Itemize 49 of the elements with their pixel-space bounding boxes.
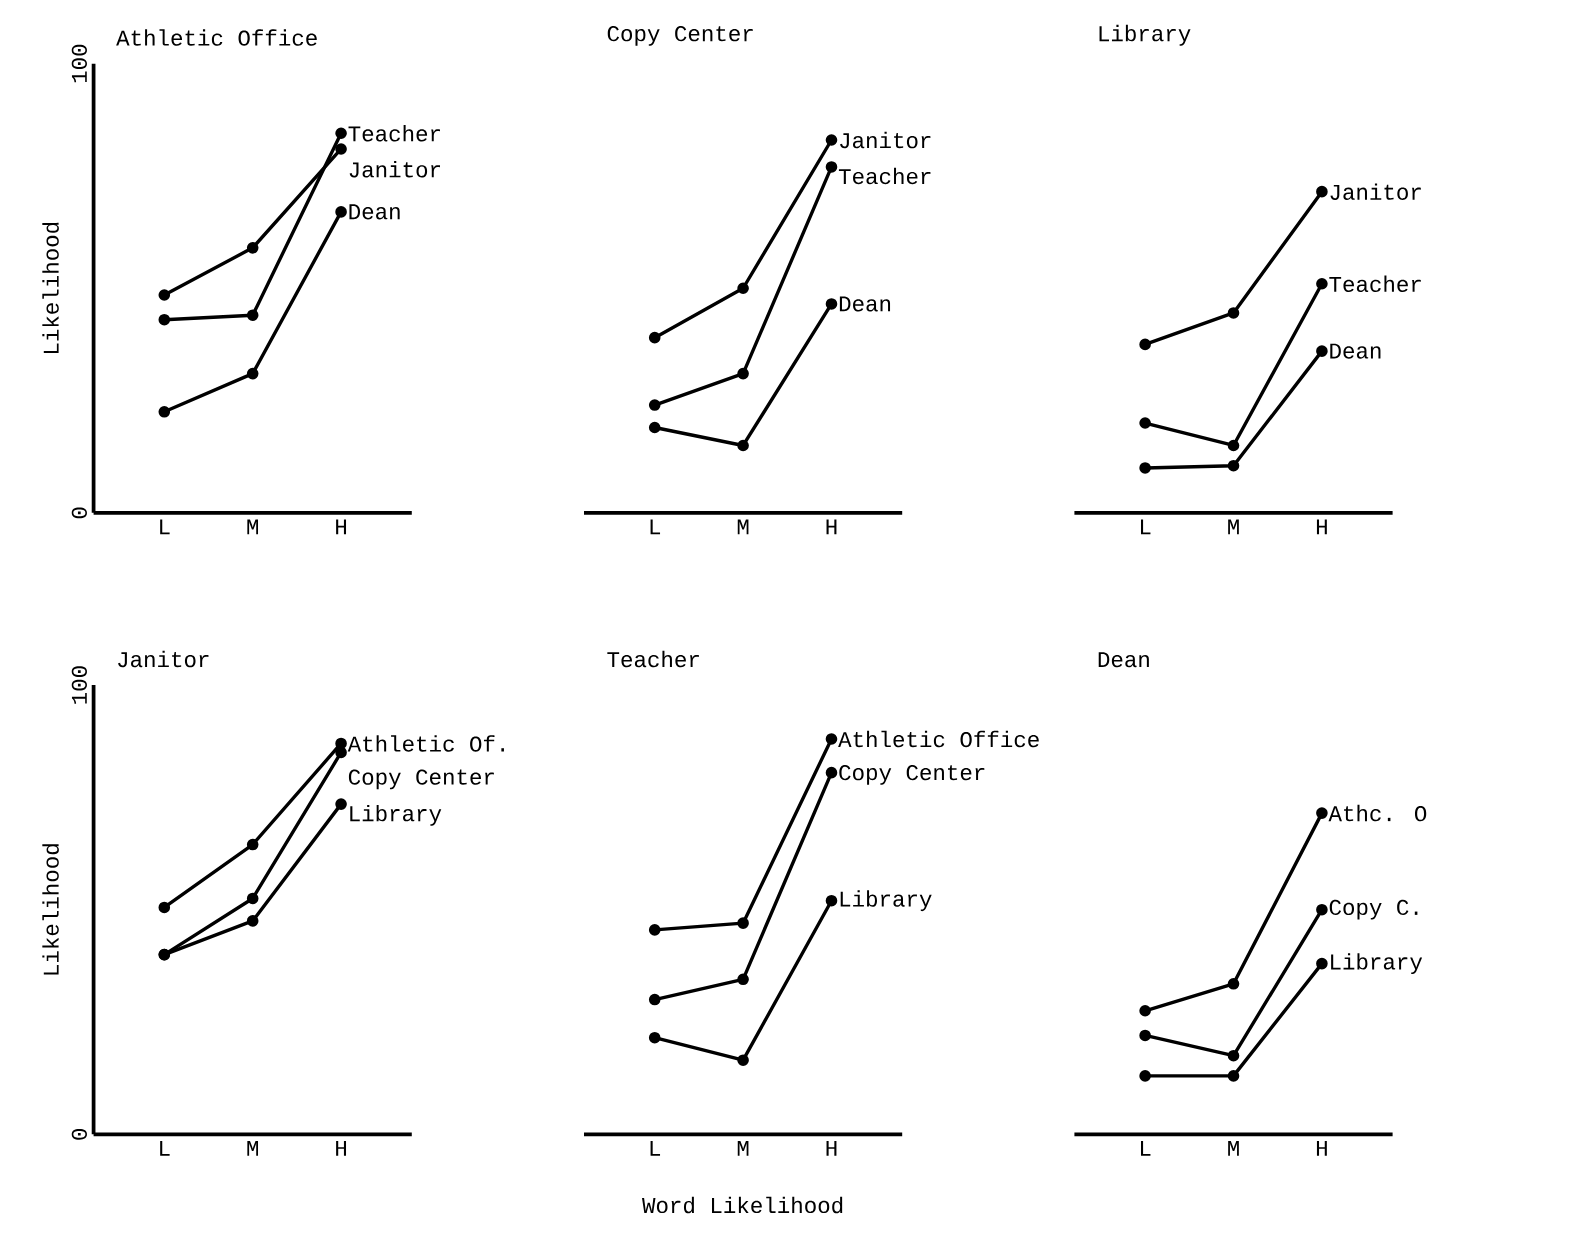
series-label: Copy Center: [348, 769, 494, 790]
x-tick-label: M: [737, 519, 749, 535]
series-label: Janitor: [349, 161, 440, 178]
series-label: Library: [1331, 953, 1423, 975]
x-tick-label: M: [247, 1140, 259, 1156]
series-label: Dean: [1330, 343, 1381, 359]
series-label: Teacher: [838, 167, 931, 185]
y-axis-title: Likelihood: [42, 844, 59, 975]
series-label: Athletic Of.: [347, 735, 504, 752]
x-tick-label: L: [650, 1140, 661, 1156]
x-tick-label: L: [1140, 519, 1151, 535]
x-tick-label: L: [160, 1140, 170, 1156]
series-label: Dean: [349, 204, 400, 220]
x-tick-label: M: [247, 519, 259, 535]
chart-title: Janitor: [118, 650, 209, 668]
x-axis-title: Word Likelihood: [642, 1196, 843, 1214]
x-tick-label: M: [1228, 519, 1239, 535]
x-tick-label: H: [336, 519, 347, 535]
series-label: Janitor: [840, 131, 931, 149]
chart-title: Athletic Office: [116, 29, 317, 46]
y-tick-label: 0: [71, 507, 87, 519]
chart-title: Dean: [1098, 652, 1149, 668]
series-label: Teacher: [1329, 275, 1421, 293]
y-tick-label: 100: [71, 44, 87, 83]
series-label: Teacher: [348, 125, 440, 142]
x-tick-label: M: [737, 1140, 749, 1156]
x-tick-label: M: [1228, 1140, 1239, 1156]
y-tick-label: 0: [71, 1129, 87, 1140]
x-tick-label: H: [826, 1140, 837, 1156]
series-label: Copy C.: [1329, 899, 1418, 920]
series-label: Library: [840, 890, 932, 912]
x-tick-label: H: [336, 1140, 347, 1156]
y-axis-title: Likelihood: [42, 222, 59, 354]
x-tick-label: H: [826, 519, 837, 535]
series-label: Dean: [839, 296, 891, 312]
series-label: Athc. O: [1328, 804, 1427, 822]
x-tick-label: L: [1140, 1140, 1151, 1156]
x-tick-label: L: [650, 519, 661, 535]
x-tick-label: L: [160, 519, 170, 535]
series-label: Library: [350, 804, 442, 826]
x-tick-label: H: [1316, 1140, 1327, 1156]
chart-title: Library: [1099, 24, 1191, 46]
chart-title: Copy Center: [607, 26, 753, 46]
chart-title: Teacher: [607, 650, 699, 668]
x-tick-label: H: [1316, 519, 1327, 535]
series-label: Athletic Office: [838, 730, 1039, 748]
series-label: Copy Center: [839, 765, 985, 785]
series-label: Janitor: [1330, 183, 1421, 200]
y-tick-label: 100: [71, 666, 87, 704]
